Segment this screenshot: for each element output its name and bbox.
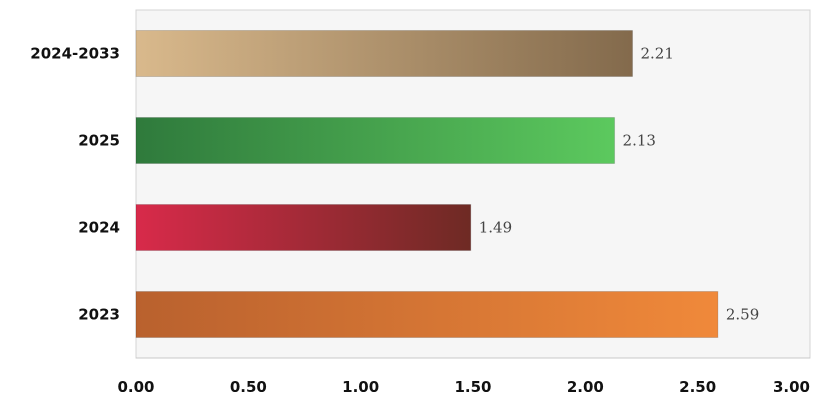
bar-2023 bbox=[135, 291, 719, 338]
x-tick-label-0.50: 0.50 bbox=[230, 378, 267, 396]
data-labels-group: 2.21 2.13 1.49 2.59 bbox=[479, 45, 760, 324]
bar-2025 bbox=[135, 117, 616, 164]
category-label-2024: 2024 bbox=[78, 219, 120, 237]
category-label-2024-2033: 2024-2033 bbox=[30, 45, 120, 63]
category-labels-group: 2024-2033 2025 2024 2023 bbox=[30, 45, 120, 324]
data-label-2024-2033: 2.21 bbox=[641, 45, 674, 63]
category-label-2023: 2023 bbox=[78, 306, 120, 324]
data-label-2023: 2.59 bbox=[726, 306, 759, 324]
data-label-2024: 1.49 bbox=[479, 219, 512, 237]
bar-2024 bbox=[135, 204, 472, 251]
x-tick-label-1.00: 1.00 bbox=[342, 378, 379, 396]
data-label-2025: 2.13 bbox=[623, 132, 656, 150]
bar-2024-2033 bbox=[135, 30, 634, 77]
x-tick-label-2.50: 2.50 bbox=[679, 378, 716, 396]
bars-group bbox=[135, 30, 719, 338]
x-tick-label-1.50: 1.50 bbox=[454, 378, 491, 396]
x-tick-label-0.00: 0.00 bbox=[117, 378, 154, 396]
category-label-2025: 2025 bbox=[78, 132, 120, 150]
x-tick-label-3.00: 3.00 bbox=[773, 378, 810, 396]
x-tick-labels-group: 0.00 0.50 1.00 1.50 2.00 2.50 3.00 bbox=[117, 378, 810, 396]
x-tick-label-2.00: 2.00 bbox=[567, 378, 604, 396]
